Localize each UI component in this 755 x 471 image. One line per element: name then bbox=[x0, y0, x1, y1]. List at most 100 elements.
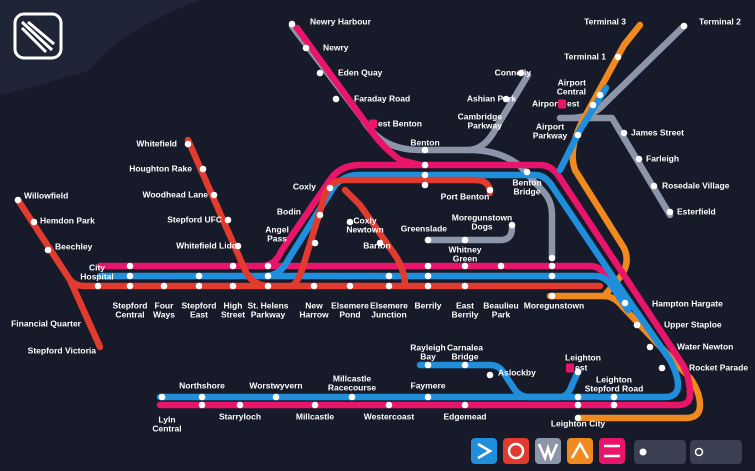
station-dot bbox=[311, 401, 319, 409]
station-label: Carnalea bbox=[447, 342, 483, 352]
station-dot bbox=[385, 401, 393, 409]
station-label: Greenslade bbox=[401, 223, 448, 233]
station-dot bbox=[680, 22, 688, 30]
station-label: Hemdon Park bbox=[40, 215, 95, 225]
station-label: Ways bbox=[153, 309, 175, 319]
station-dot bbox=[461, 361, 469, 369]
station-dot bbox=[94, 282, 102, 290]
station-label: Coxly bbox=[353, 215, 376, 225]
station-label: Benton bbox=[410, 137, 439, 147]
station-label: Airport bbox=[536, 121, 565, 131]
station-dot bbox=[288, 20, 296, 28]
station-dot bbox=[376, 239, 384, 247]
station-dot bbox=[198, 401, 206, 409]
station-label: Newry Harbour bbox=[310, 16, 372, 26]
station-dot bbox=[316, 211, 324, 219]
station-dot bbox=[272, 393, 280, 401]
station-label: Faymere bbox=[411, 380, 446, 390]
station-dot bbox=[302, 44, 310, 52]
station-label: Harrow bbox=[299, 309, 329, 319]
grey-line bbox=[424, 224, 516, 244]
blue-line bbox=[416, 361, 582, 401]
station-label: Connolly bbox=[495, 67, 532, 77]
station-dot bbox=[210, 191, 218, 199]
station-dot bbox=[184, 140, 192, 148]
station-label: Aslockby bbox=[498, 367, 536, 377]
station-label: Rayleigh bbox=[410, 342, 445, 352]
station-label: Coxly bbox=[293, 181, 316, 191]
station-label: Woodhead Lane bbox=[143, 189, 209, 199]
station-label: Parkway bbox=[251, 309, 286, 319]
station-label: Rosedale Village bbox=[662, 180, 730, 190]
station-label: Hospital bbox=[80, 271, 114, 281]
station-dot bbox=[198, 393, 206, 401]
station-label: Airport bbox=[532, 98, 561, 108]
station-dot bbox=[635, 155, 643, 163]
station-label: Stepford bbox=[113, 300, 148, 310]
station-label: Newry bbox=[323, 42, 349, 52]
station-dot bbox=[574, 401, 582, 409]
station-dot bbox=[574, 393, 582, 401]
legend-box bbox=[634, 440, 686, 464]
red-line bbox=[286, 176, 494, 290]
station-label: Central bbox=[152, 423, 181, 433]
station-label: Moregunstown bbox=[452, 212, 512, 222]
station-dot bbox=[421, 161, 429, 169]
station-dot bbox=[610, 401, 618, 409]
station-label: Millcastle bbox=[333, 373, 372, 383]
station-label: Green bbox=[453, 253, 478, 263]
station-dot bbox=[614, 53, 622, 61]
station-dot bbox=[346, 282, 354, 290]
station-label: Houghton Rake bbox=[129, 163, 192, 173]
logo bbox=[13, 12, 63, 60]
station-dot bbox=[424, 282, 432, 290]
station-label: Upper Staploe bbox=[664, 319, 722, 329]
station-label: Park bbox=[492, 309, 511, 319]
station-dot bbox=[234, 242, 242, 250]
station-label: Whitney bbox=[448, 244, 481, 254]
station-dot bbox=[264, 282, 272, 290]
station-dots bbox=[14, 20, 688, 422]
station-label: Stepford Victoria bbox=[28, 345, 97, 355]
station-dot bbox=[658, 364, 666, 372]
station-dot bbox=[44, 246, 52, 254]
station-label: Ashian Park bbox=[467, 93, 516, 103]
station-dot bbox=[224, 216, 232, 224]
station-label: Esterfield bbox=[677, 206, 716, 216]
station-label: High bbox=[224, 300, 243, 310]
station-label: Beechley bbox=[55, 241, 93, 251]
station-label: Bodin bbox=[277, 206, 301, 216]
station-label: Lyln bbox=[158, 414, 175, 424]
station-dot bbox=[424, 236, 432, 244]
west-icon bbox=[369, 119, 377, 129]
station-dot bbox=[596, 91, 604, 99]
station-dot bbox=[126, 282, 134, 290]
station-label: Central bbox=[557, 86, 586, 96]
pink-line bbox=[293, 24, 424, 169]
station-dot bbox=[332, 95, 340, 103]
station-label: Stepford bbox=[182, 300, 217, 310]
station-dot bbox=[610, 393, 618, 401]
operator-icon bbox=[599, 438, 625, 464]
station-label: Parkway bbox=[468, 120, 503, 130]
station-dot bbox=[421, 146, 429, 154]
operator-icon bbox=[471, 438, 497, 464]
station-dot bbox=[160, 282, 168, 290]
station-dot bbox=[199, 165, 207, 173]
station-dot bbox=[461, 236, 469, 244]
station-label: Water Newton bbox=[677, 341, 733, 351]
station-label: James Street bbox=[631, 127, 684, 137]
station-label: Terminal 2 bbox=[699, 16, 741, 26]
station-label: Stepford Road bbox=[585, 383, 644, 393]
station-label: Street bbox=[221, 309, 245, 319]
station-label: Central bbox=[115, 309, 144, 319]
station-label: Westercoast bbox=[364, 411, 415, 421]
station-label: Bay bbox=[420, 351, 436, 361]
station-label: Terminal 3 bbox=[584, 16, 626, 26]
station-label: Airport bbox=[558, 77, 587, 87]
station-dot bbox=[348, 393, 356, 401]
station-dot bbox=[424, 393, 432, 401]
legend bbox=[471, 438, 742, 464]
grey-line bbox=[466, 71, 532, 154]
station-label: Whitefield bbox=[136, 138, 177, 148]
